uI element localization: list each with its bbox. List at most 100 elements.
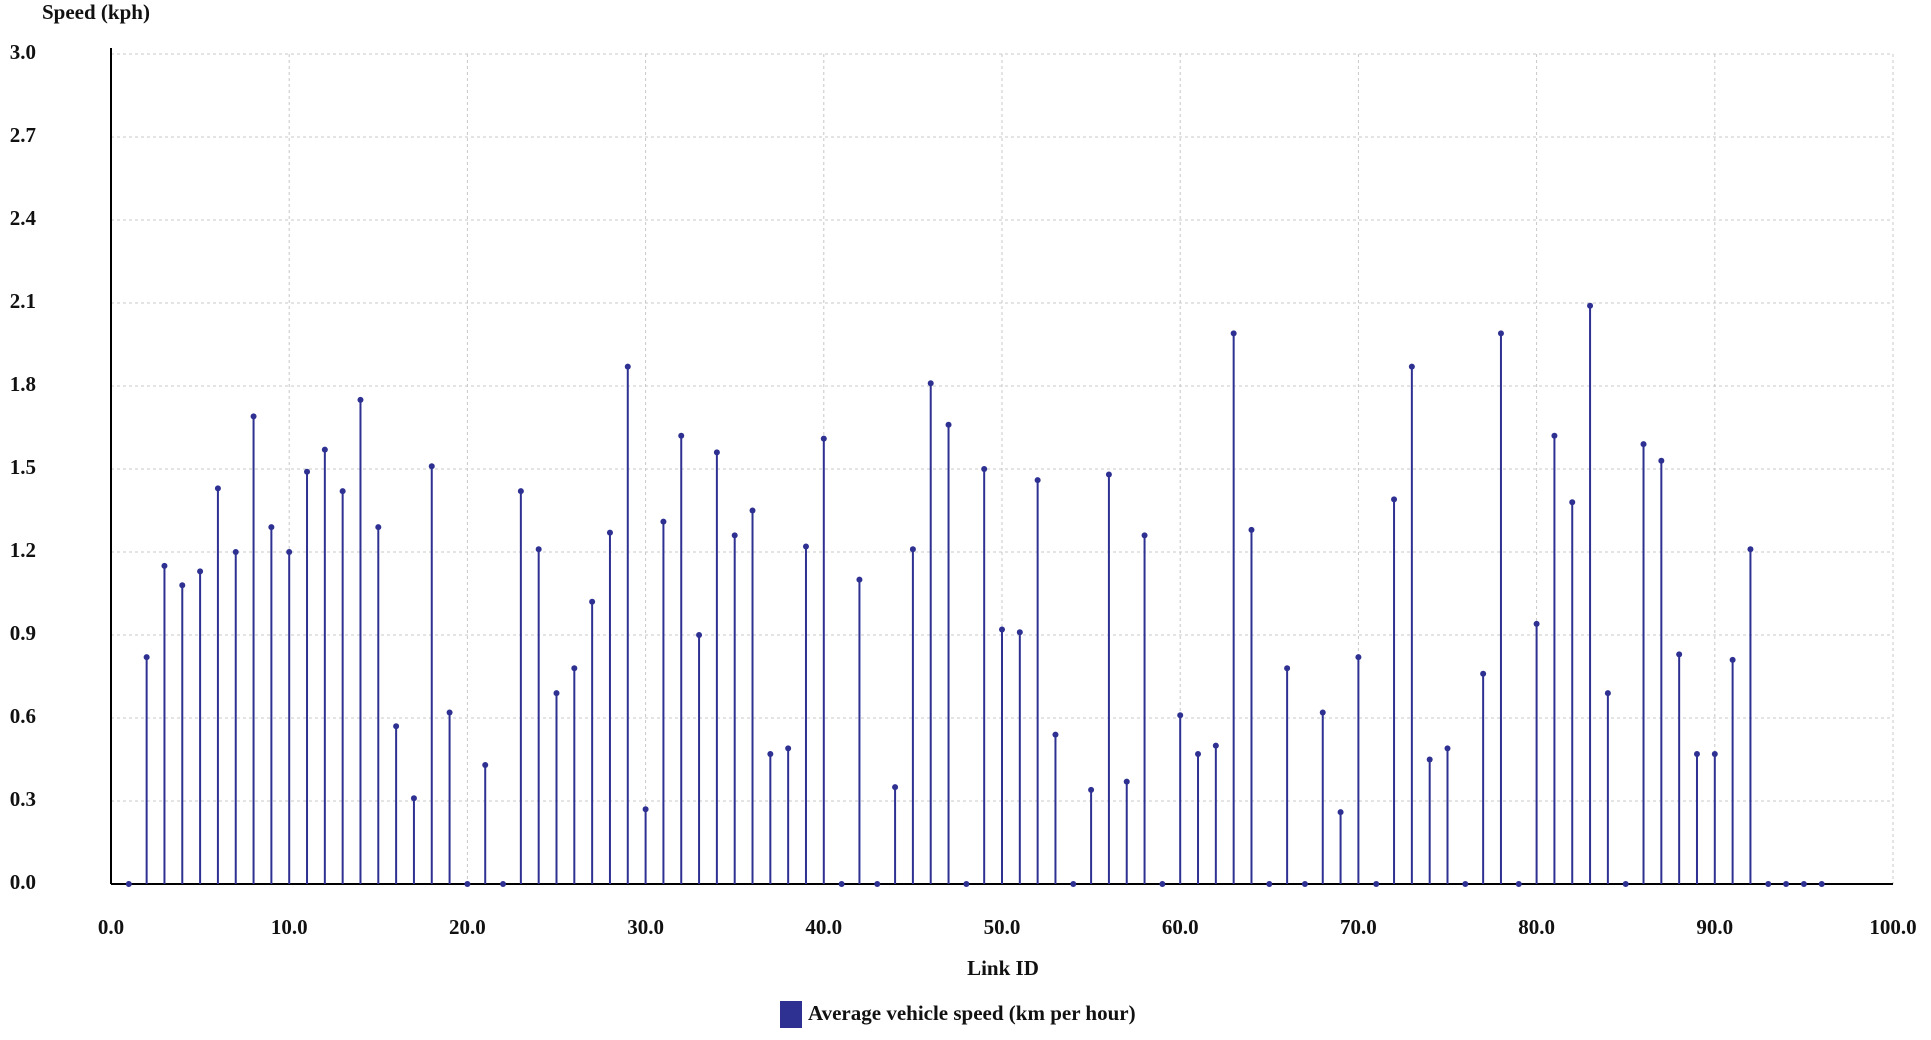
- stem-marker: [1266, 881, 1273, 887]
- y-tick-label: 0.0: [10, 870, 36, 894]
- stem-marker: [250, 413, 257, 420]
- stem-marker: [1016, 629, 1023, 636]
- stem-marker: [161, 562, 168, 569]
- stem-marker: [410, 795, 417, 802]
- y-tick-label: 2.1: [10, 289, 36, 313]
- stem-marker: [517, 488, 524, 495]
- y-tick-label: 3.0: [10, 40, 36, 64]
- stem-marker: [1373, 881, 1380, 887]
- stem-marker: [589, 598, 596, 605]
- stem-marker: [909, 546, 916, 553]
- stem-marker: [945, 421, 952, 428]
- stem-marker: [1587, 302, 1594, 309]
- stem-marker: [1052, 731, 1059, 738]
- stem-marker: [1497, 330, 1504, 337]
- stem-marker: [892, 784, 899, 791]
- y-tick-label: 0.3: [10, 787, 36, 811]
- y-tick-label: 1.5: [10, 455, 36, 479]
- stem-marker: [1693, 750, 1700, 757]
- x-tick-label: 90.0: [1696, 915, 1733, 939]
- stem-marker: [232, 549, 239, 555]
- stem-marker: [1105, 471, 1112, 478]
- stem-marker: [1551, 432, 1558, 439]
- y-tick-label: 2.7: [10, 123, 36, 147]
- stem-marker: [1141, 532, 1148, 539]
- stem-marker: [375, 524, 382, 531]
- stem-marker: [981, 466, 988, 472]
- stem-marker: [802, 543, 809, 550]
- stem-marker: [1622, 881, 1629, 887]
- stem-marker: [999, 626, 1005, 633]
- x-tick-label: 80.0: [1518, 915, 1555, 939]
- stem-marker: [286, 549, 293, 555]
- stem-marker: [1533, 620, 1540, 627]
- stem-marker: [1729, 656, 1736, 663]
- stem-marker: [838, 881, 845, 887]
- stem-marker: [1783, 881, 1790, 887]
- stem-marker: [1284, 665, 1291, 672]
- stem-marker: [785, 745, 792, 752]
- stem-marker: [963, 881, 970, 887]
- stem-marker: [125, 881, 132, 887]
- x-tick-label: 50.0: [984, 915, 1021, 939]
- stem-marker: [1800, 881, 1807, 887]
- stem-marker: [1765, 881, 1772, 887]
- stem-marker: [1604, 690, 1611, 697]
- x-tick-label: 20.0: [449, 915, 486, 939]
- stem-marker: [428, 463, 435, 470]
- stem-marker: [1462, 881, 1469, 887]
- stem-marker: [1569, 499, 1576, 506]
- stem-marker: [660, 518, 667, 525]
- stem-marker: [713, 449, 720, 456]
- stem-marker: [749, 507, 756, 514]
- stem-marker: [767, 750, 774, 757]
- stem-marker: [927, 380, 934, 387]
- stem-marker: [1658, 457, 1665, 464]
- stem-marker: [1123, 778, 1130, 785]
- stem-marker: [1747, 546, 1754, 553]
- stem-marker: [1676, 651, 1683, 658]
- stem-marker: [1230, 330, 1237, 337]
- x-tick-label: 100.0: [1869, 915, 1916, 939]
- stem-marker: [1177, 712, 1184, 719]
- stem-marker: [1088, 786, 1095, 793]
- x-tick-label: 0.0: [98, 915, 124, 939]
- stem-marker: [321, 446, 328, 453]
- y-tick-label: 1.2: [10, 538, 36, 562]
- stem-marker: [1337, 809, 1344, 816]
- stem-marker: [304, 468, 311, 475]
- stem-marker: [446, 709, 453, 716]
- stem-marker: [624, 363, 631, 370]
- stem-marker: [1034, 477, 1041, 484]
- stem-marker: [482, 762, 489, 769]
- stem-marker: [500, 881, 507, 887]
- stem-marker: [1408, 363, 1415, 370]
- x-tick-label: 10.0: [271, 915, 308, 939]
- y-tick-label: 2.4: [10, 206, 37, 230]
- stem-marker: [1391, 496, 1398, 503]
- stem-marker: [179, 582, 186, 589]
- stem-marker: [1195, 750, 1202, 757]
- stem-marker: [1640, 441, 1647, 448]
- stem-marker: [642, 806, 649, 813]
- stem-marker: [268, 524, 275, 531]
- stem-marker: [678, 432, 685, 439]
- stem-marker: [1319, 709, 1326, 716]
- stem-marker: [1212, 742, 1219, 749]
- stem-marker: [731, 532, 738, 539]
- stem-marker: [1159, 881, 1166, 887]
- stem-marker: [1301, 881, 1308, 887]
- x-tick-label: 70.0: [1340, 915, 1377, 939]
- stem-marker: [820, 435, 827, 442]
- x-tick-label: 30.0: [627, 915, 664, 939]
- legend-swatch: [780, 1001, 802, 1028]
- stem-marker: [856, 576, 863, 583]
- stem-marker: [535, 546, 542, 553]
- stem-marker: [553, 690, 560, 697]
- x-axis-label: Link ID: [967, 956, 1039, 980]
- stem-marker: [143, 654, 150, 661]
- stem-marker: [1248, 526, 1255, 533]
- stem-marker: [1444, 745, 1451, 752]
- stem-marker: [1355, 654, 1362, 661]
